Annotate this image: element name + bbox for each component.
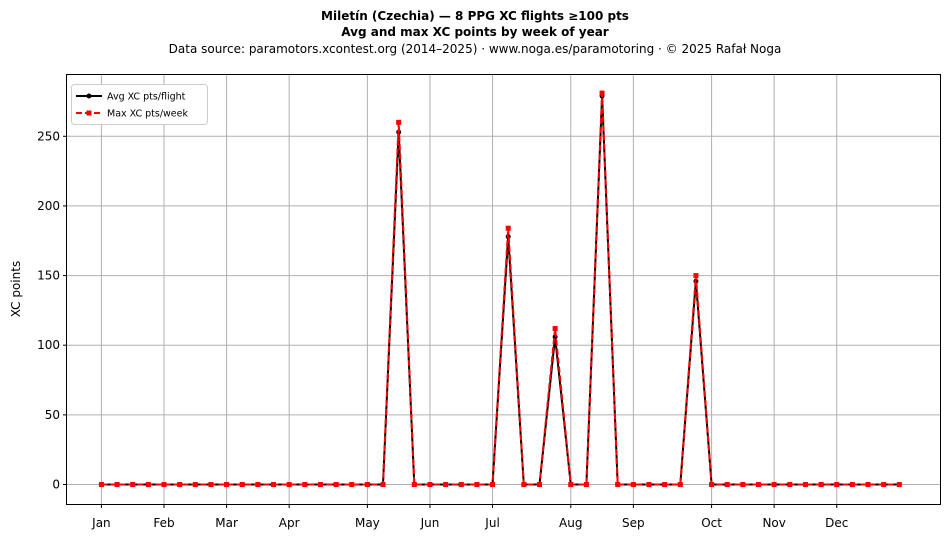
y-tick-label: 250 — [37, 129, 60, 143]
x-tick-label: Mar — [215, 516, 238, 530]
data-point-max — [881, 482, 887, 487]
data-source-note: Data source: paramotors.xcontest.org (20… — [168, 42, 782, 56]
x-tick-label: Apr — [279, 516, 300, 530]
data-point-max — [286, 482, 292, 487]
data-point-max — [521, 482, 527, 487]
data-point-max — [333, 482, 339, 487]
x-tick-label: Dec — [825, 516, 848, 530]
y-tick-label: 150 — [37, 269, 60, 283]
data-point-max — [552, 326, 558, 331]
data-point-max — [849, 482, 855, 487]
legend: Avg XC pts/flight Max XC pts/week — [71, 84, 208, 125]
series-avg-line — [101, 94, 900, 486]
data-point-max — [364, 482, 370, 487]
data-point-max — [192, 482, 198, 487]
data-point-max — [505, 225, 511, 231]
x-tick-label: Jan — [91, 516, 111, 530]
data-point-max — [646, 482, 652, 487]
legend-box — [71, 84, 208, 125]
data-point-max — [380, 482, 386, 487]
data-point-max — [568, 482, 574, 487]
y-axis: 0 50 100 150 200 250 — [37, 129, 67, 492]
data-point-max — [599, 90, 605, 96]
data-point-max — [145, 482, 151, 487]
data-point-max — [443, 482, 449, 487]
data-point-max — [458, 482, 464, 487]
legend-avg-label: Avg XC pts/flight — [107, 92, 186, 103]
chart-titles: Miletín (Czechia) — 8 PPG XC flights ≥10… — [0, 8, 950, 58]
data-point-max — [865, 482, 871, 487]
y-tick-label: 0 — [52, 478, 60, 492]
plot-frame — [66, 74, 941, 505]
data-point-max — [349, 482, 355, 487]
data-point-max — [396, 119, 402, 125]
x-axis: Jan Feb Mar Apr May Jun Jul Aug Sep Oct Nov Dec — [91, 504, 848, 530]
x-tick-label: May — [355, 516, 380, 530]
data-point-max — [130, 482, 136, 487]
data-point-max — [818, 482, 824, 487]
y-axis-label: XC points — [9, 261, 23, 317]
data-point-max — [239, 482, 245, 487]
data-point-max — [834, 482, 840, 487]
x-tick-label: Aug — [559, 516, 582, 530]
x-tick-label: Feb — [153, 516, 174, 530]
data-point-max — [787, 482, 793, 487]
data-point-max — [271, 482, 277, 487]
x-tick-label: Sep — [622, 516, 645, 530]
data-point-max — [474, 482, 480, 487]
data-point-max — [177, 482, 183, 487]
data-point-max — [208, 482, 214, 487]
y-tick-label: 100 — [37, 338, 60, 352]
legend-max-label: Max XC pts/week — [107, 109, 188, 120]
data-point-max — [224, 482, 230, 487]
data-point-max — [709, 482, 715, 487]
data-point-max — [724, 482, 730, 487]
data-point-max — [98, 482, 104, 487]
legend-max-marker — [86, 110, 92, 116]
data-point-max — [802, 482, 808, 487]
data-point-max — [771, 482, 777, 487]
data-point-max — [411, 482, 417, 487]
x-tick-label: Jul — [484, 516, 499, 530]
data-point-max — [427, 482, 433, 487]
x-tick-label: Oct — [701, 516, 722, 530]
data-point-max — [317, 482, 323, 487]
data-point-max — [114, 482, 120, 487]
data-point-max — [302, 482, 308, 487]
x-tick-label: Nov — [762, 516, 785, 530]
data-point-max — [255, 482, 261, 487]
series-max-line — [101, 92, 900, 486]
data-point-max — [630, 482, 636, 487]
x-tick-label: Jun — [420, 516, 440, 530]
y-tick-label: 50 — [45, 408, 60, 422]
data-point-max — [161, 482, 167, 487]
data-point-max — [490, 482, 496, 487]
legend-avg-marker — [86, 93, 92, 99]
chart-title: Miletín (Czechia) — 8 PPG XC flights ≥10… — [321, 9, 629, 23]
data-point-max — [583, 482, 589, 487]
data-point-max — [536, 482, 542, 487]
data-point-max — [740, 482, 746, 487]
data-point-max — [677, 482, 683, 487]
chart-subtitle: Avg and max XC points by week of year — [341, 25, 609, 39]
y-tick-label: 200 — [37, 199, 60, 213]
data-point-max — [615, 482, 621, 487]
data-point-max — [756, 482, 762, 487]
data-point-max — [693, 273, 699, 279]
data-point-max — [662, 482, 668, 487]
data-point-max — [896, 482, 902, 487]
series-lines — [98, 90, 902, 487]
